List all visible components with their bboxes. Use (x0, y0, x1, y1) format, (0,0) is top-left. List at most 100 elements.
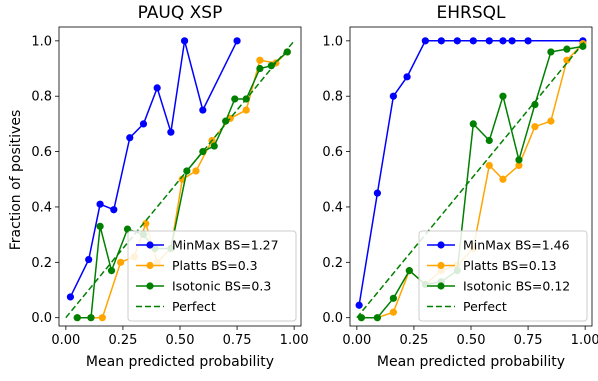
chart-1-legend-marker-platts-bs-0-13 (437, 261, 445, 270)
chart-0-point-isotonic-bs-0-3 (256, 64, 264, 73)
chart-0-x-tick-label: 0.25 (108, 333, 137, 348)
chart-0-x-tick-label: 1.00 (280, 333, 309, 348)
chart-1-point-isotonic-bs-0-12 (357, 314, 366, 322)
chart-1-point-minmax-bs-1-46 (469, 37, 477, 45)
chart-0-point-minmax-bs-1-27 (153, 84, 161, 92)
chart-0-point-minmax-bs-1-27 (96, 200, 104, 208)
chart-1-point-minmax-bs-1-46 (485, 37, 493, 45)
y-axis-label: Fraction of positives (8, 110, 24, 251)
chart-0-legend-marker-isotonic-bs-0-3 (146, 282, 154, 290)
chart-1-x-tick-label: 0.00 (342, 333, 371, 348)
chart-1-point-platts-bs-0-13 (499, 175, 507, 183)
chart-0-point-isotonic-bs-0-3 (210, 142, 218, 150)
chart-1-point-isotonic-bs-0-12 (389, 294, 397, 302)
chart-0-legend-marker-minmax-bs-1-27 (146, 241, 154, 249)
chart-0-y-tick-label: 0.2 (31, 256, 52, 271)
chart-1-point-isotonic-bs-0-12 (499, 92, 507, 100)
chart-0-point-isotonic-bs-0-3 (283, 48, 291, 56)
chart-0-x-axis-label: Mean predicted probability (86, 354, 274, 370)
chart-0-point-isotonic-bs-0-3 (267, 62, 275, 70)
chart-0-legend-box (127, 230, 297, 322)
chart-0-point-isotonic-bs-0-3 (87, 314, 95, 322)
chart-0-point-minmax-bs-1-27 (85, 255, 93, 264)
chart-1-y-tick-label: 1.0 (322, 34, 343, 49)
chart-1-legend-marker-isotonic-bs-0-12 (437, 282, 445, 290)
chart-1-point-isotonic-bs-0-12 (579, 42, 587, 50)
panel-pauq-xsp: PAUQ XSP 0.00 0.25 0.50 0.75 1.00 0.0 0.2 0.4 0.6… (31, 3, 308, 370)
chart-1-x-tick-label: 1.00 (571, 333, 598, 348)
chart-1-point-minmax-bs-1-46 (437, 37, 445, 45)
chart-1-legend-label-isotonic-bs-0-12: Isotonic BS=0.12 (463, 279, 570, 294)
chart-1-point-isotonic-bs-0-12 (563, 45, 571, 53)
chart-1-point-platts-bs-0-13 (531, 123, 539, 131)
chart-0-point-platts-bs-0-3 (117, 258, 125, 266)
chart-1-point-minmax-bs-1-46 (355, 301, 363, 309)
chart-0-y-tick-label: 0.0 (31, 311, 52, 326)
chart-0-point-minmax-bs-1-27 (110, 206, 118, 214)
chart-1-point-platts-bs-0-13 (515, 161, 523, 170)
chart-0-y-tick-label: 0.4 (31, 200, 52, 215)
chart-0-title: PAUQ XSP (138, 3, 223, 23)
chart-0-legend: MinMax BS=1.27 Platts BS=0.3 Isotonic BS=0… (127, 230, 297, 322)
chart-0-y-tick-label: 0.6 (31, 145, 52, 160)
chart-1-legend-label-minmax-bs-1-46: MinMax BS=1.46 (463, 238, 570, 253)
chart-0-x-tick-label: 0.50 (166, 333, 195, 348)
chart-0-axes-frame (58, 26, 302, 327)
chart-0-point-platts-bs-0-3 (242, 106, 250, 114)
chart-0-legend-label-perfect: Perfect (172, 299, 216, 314)
chart-0-point-minmax-bs-1-27 (233, 37, 241, 45)
chart-0-legend-marker-platts-bs-0-3 (146, 261, 154, 270)
chart-0-point-isotonic-bs-0-3 (222, 117, 230, 125)
chart-0-point-minmax-bs-1-27 (126, 134, 134, 142)
chart-1-y-tick-label: 0.2 (322, 256, 343, 271)
chart-0-legend-label-platts-bs-0-3: Platts BS=0.3 (172, 258, 258, 273)
chart-1-point-minmax-bs-1-46 (508, 37, 516, 45)
chart-0-y-tick-label: 0.8 (31, 90, 52, 105)
chart-1-y-tick-label: 0.6 (322, 145, 343, 160)
chart-1-point-isotonic-bs-0-12 (405, 267, 413, 275)
chart-1-point-isotonic-bs-0-12 (547, 48, 555, 56)
chart-1-point-isotonic-bs-0-12 (531, 100, 539, 109)
chart-1-series-line-perfect (356, 40, 586, 319)
chart-1-legend: MinMax BS=1.46 Platts BS=0.13 Isotonic BS=… (418, 230, 588, 322)
chart-1-point-platts-bs-0-13 (389, 308, 397, 316)
chart-0-point-platts-bs-0-3 (98, 314, 106, 322)
chart-1-point-minmax-bs-1-46 (499, 37, 507, 45)
chart-0-legend-label-isotonic-bs-0-3: Isotonic BS=0.3 (172, 279, 271, 294)
chart-1-x-tick-label: 0.25 (399, 333, 428, 348)
chart-1-legend-label-platts-bs-0-13: Platts BS=0.13 (463, 258, 557, 273)
chart-1-legend-box (418, 230, 588, 322)
chart-1-point-minmax-bs-1-46 (421, 37, 429, 45)
chart-1-point-minmax-bs-1-46 (403, 73, 411, 81)
chart-1-y-tick-label: 0.0 (322, 311, 343, 326)
chart-1-point-platts-bs-0-13 (563, 56, 571, 64)
chart-1-y-tick-label: 0.4 (322, 200, 343, 215)
chart-1-point-isotonic-bs-0-12 (373, 314, 381, 322)
chart-0-point-minmax-bs-1-27 (66, 293, 75, 301)
chart-0-point-isotonic-bs-0-3 (73, 314, 81, 322)
chart-1-legend-marker-minmax-bs-1-46 (437, 241, 445, 249)
chart-0-point-minmax-bs-1-27 (167, 128, 175, 136)
chart-1-point-isotonic-bs-0-12 (485, 136, 493, 145)
chart-1-legend-label-perfect: Perfect (463, 299, 507, 314)
chart-0-point-platts-bs-0-3 (192, 167, 200, 175)
chart-1-x-tick-label: 0.75 (514, 333, 543, 348)
chart-1-x-tick-label: 0.50 (457, 333, 486, 348)
chart-1-point-platts-bs-0-13 (485, 161, 493, 170)
panel-ehrsql: EHRSQL 0.00 0.25 0.50 0.75 1.00 0.0 0.2 0.4 0.6 0.… (322, 3, 598, 370)
chart-0-x-tick-label: 0.75 (223, 333, 252, 348)
chart-0-point-minmax-bs-1-27 (139, 120, 148, 128)
chart-1-point-minmax-bs-1-46 (453, 37, 461, 45)
chart-1-point-minmax-bs-1-46 (389, 92, 397, 100)
chart-0-point-platts-bs-0-3 (142, 219, 150, 228)
chart-0-point-isotonic-bs-0-3 (96, 222, 104, 230)
chart-1-point-isotonic-bs-0-12 (515, 156, 523, 164)
chart-0-point-isotonic-bs-0-3 (231, 95, 239, 103)
chart-0-point-isotonic-bs-0-3 (107, 267, 116, 275)
chart-1-point-minmax-bs-1-46 (373, 189, 381, 197)
chart-1-point-minmax-bs-1-46 (524, 37, 532, 45)
chart-0-legend-label-minmax-bs-1-27: MinMax BS=1.27 (172, 238, 279, 253)
chart-1-y-tick-label: 0.8 (322, 90, 343, 105)
chart-1-title: EHRSQL (437, 3, 507, 23)
